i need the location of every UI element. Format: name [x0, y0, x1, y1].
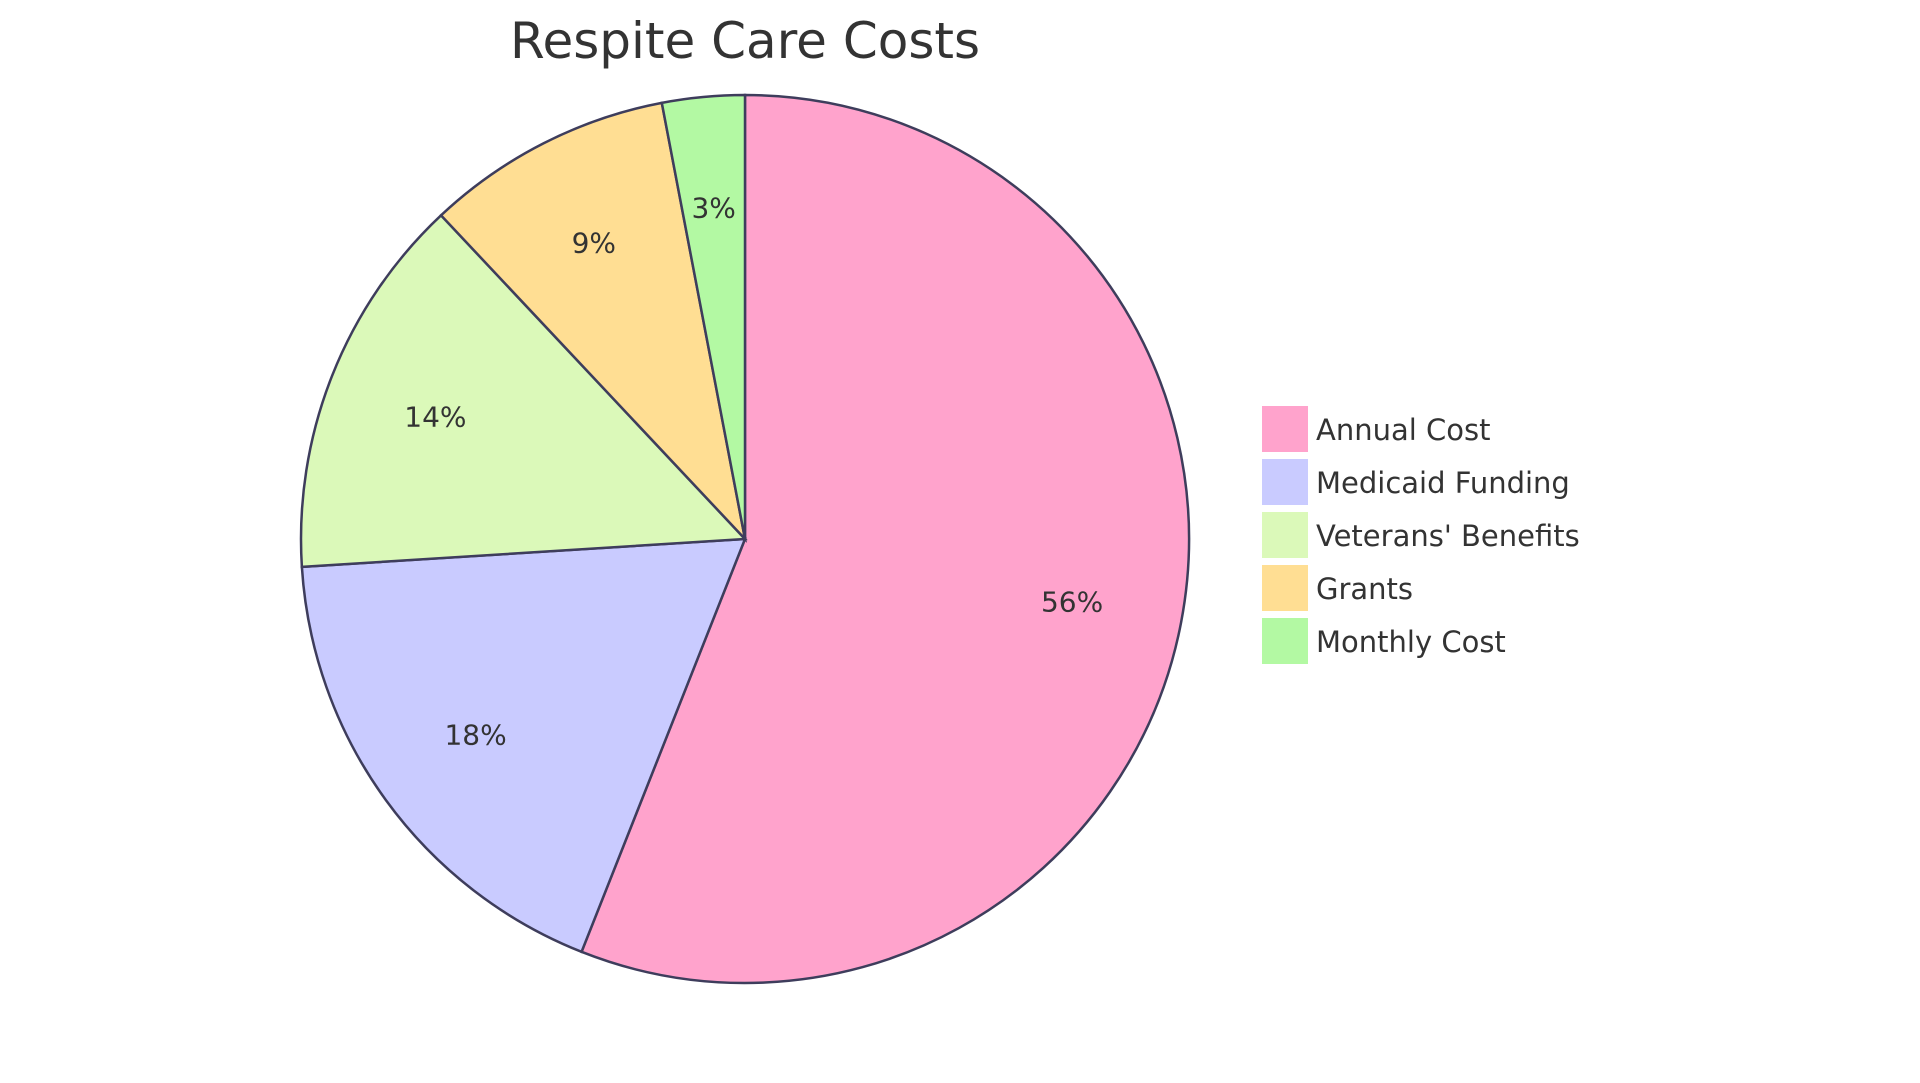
pie-slice-annual-cost [579, 93, 1191, 985]
legend-swatch [1262, 565, 1308, 611]
pie-slice-grants [439, 101, 748, 543]
pie-slice-veterans-benefits [299, 213, 748, 569]
legend-label: Grants [1316, 572, 1413, 606]
pie-slice-medicaid-funding [300, 537, 747, 954]
slice-label: 18% [444, 719, 506, 752]
legend-label: Annual Cost [1316, 413, 1491, 447]
legend-label: Monthly Cost [1316, 625, 1506, 659]
legend-label: Medicaid Funding [1316, 466, 1570, 500]
chart-title: Respite Care Costs [510, 12, 980, 70]
legend-label: Veterans' Benefits [1316, 519, 1580, 553]
legend-swatch [1262, 459, 1308, 505]
slice-label: 14% [404, 400, 466, 433]
pie-slice-monthly-cost [660, 93, 747, 540]
slice-label: 9% [572, 226, 616, 259]
legend-swatch [1262, 618, 1308, 664]
slice-label: 3% [691, 191, 735, 224]
legend-swatch [1262, 406, 1308, 452]
slice-label: 56% [1041, 585, 1103, 618]
legend-swatch [1262, 512, 1308, 558]
